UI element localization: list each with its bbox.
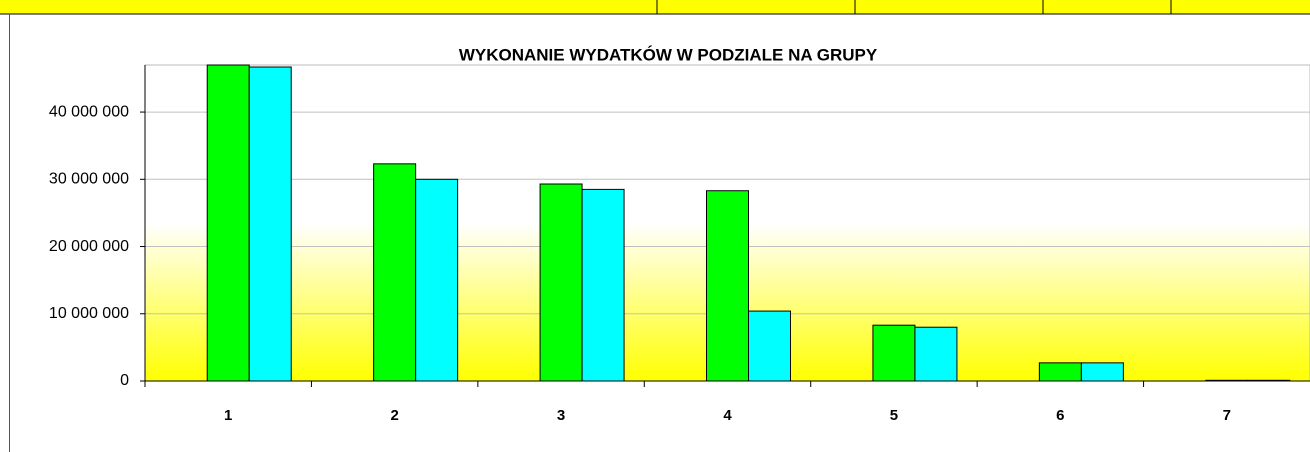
bar [206,64,250,382]
x-tick-label: 7 [1223,407,1231,424]
bar [373,163,417,382]
chart: 0 10 000 000 20 000 000 30 000 000 40 000 00… [49,64,1310,424]
bar [748,310,791,382]
y-tick-label: 10 000 000 [49,305,129,322]
bar [581,188,625,382]
x-tick-label: 5 [890,407,898,424]
chart-title: WYKONANIE WYDATKÓW W PODZIALE NA GRUPY [459,45,878,64]
x-tick-label: 3 [557,407,565,424]
y-tick-label: 0 [120,372,129,389]
bar [415,178,459,382]
bar [872,324,916,382]
x-tick-label: 6 [1056,407,1064,424]
x-tick-label: 1 [224,407,232,424]
bar [539,183,583,382]
y-tick-label: 20 000 000 [49,238,129,255]
bar [914,326,958,382]
bar [706,190,749,382]
bar [1080,362,1124,382]
bar [248,66,292,382]
y-tick-label: 40 000 000 [49,103,129,120]
x-tick-label: 4 [723,407,732,424]
header-row [0,0,1310,15]
y-tick-label: 30 000 000 [49,171,129,188]
x-tick-label: 2 [390,407,398,424]
bar [1038,362,1082,382]
